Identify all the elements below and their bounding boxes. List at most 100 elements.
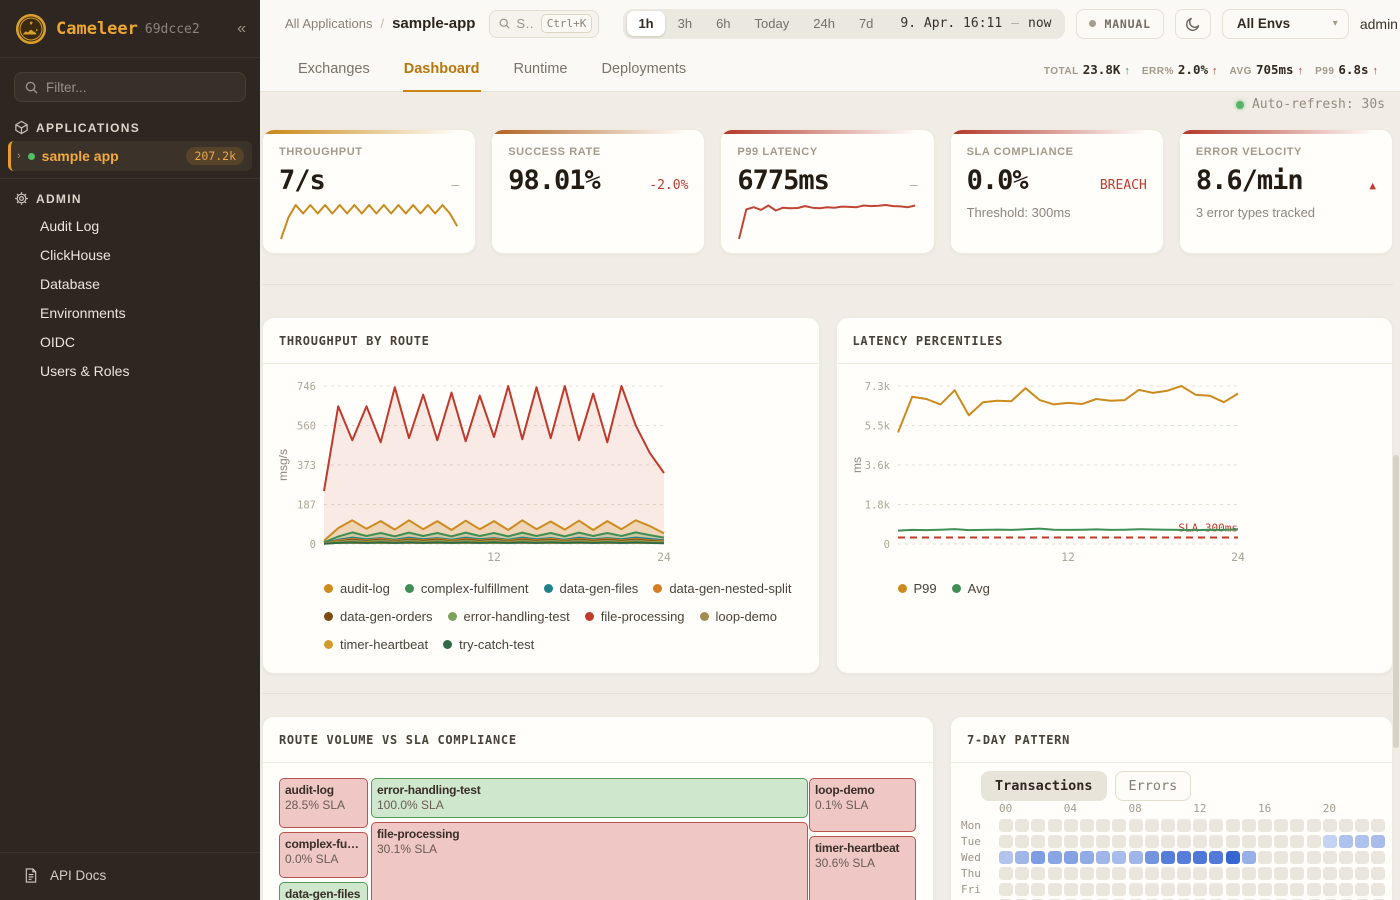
heatmap-cell[interactable] bbox=[1322, 898, 1337, 900]
heatmap-cell[interactable] bbox=[1258, 834, 1272, 848]
heatmap-cell[interactable] bbox=[1112, 898, 1127, 900]
heatmap-cell[interactable] bbox=[1371, 818, 1386, 832]
heatmap-cell[interactable] bbox=[1225, 882, 1240, 896]
heatmap-cell[interactable] bbox=[1096, 818, 1111, 832]
tab-dashboard[interactable]: Dashboard bbox=[402, 47, 481, 92]
heatmap-cell[interactable] bbox=[1031, 866, 1046, 880]
heatmap-cell[interactable] bbox=[1209, 850, 1224, 864]
sidebar-item-oidc[interactable]: OIDC bbox=[40, 334, 75, 350]
dark-mode-toggle[interactable] bbox=[1174, 8, 1211, 39]
heatmap-cell[interactable] bbox=[1128, 882, 1143, 896]
heatmap-cell[interactable] bbox=[1241, 850, 1256, 864]
time-range-today[interactable]: Today bbox=[744, 11, 801, 36]
heatmap-cell[interactable] bbox=[1241, 898, 1256, 900]
heatmap-cell[interactable] bbox=[1193, 866, 1208, 880]
treemap-cell-file-processing[interactable]: file-processing 30.1% SLA bbox=[371, 822, 808, 900]
heatmap-cell[interactable] bbox=[1063, 898, 1078, 900]
heatmap-cell[interactable] bbox=[1193, 818, 1208, 832]
tab-deployments[interactable]: Deployments bbox=[601, 61, 687, 77]
sidebar-filter[interactable] bbox=[14, 72, 246, 102]
time-range-1h[interactable]: 1h bbox=[627, 11, 665, 36]
heatmap-cell[interactable] bbox=[1338, 898, 1353, 900]
heatmap-cell[interactable] bbox=[1241, 818, 1256, 832]
heatmap-cell[interactable] bbox=[1079, 882, 1094, 896]
heatmap-cell[interactable] bbox=[1290, 882, 1305, 896]
heatmap-cell[interactable] bbox=[1047, 866, 1062, 880]
scrollbar-thumb[interactable] bbox=[1393, 455, 1399, 748]
legend-item-p99[interactable]: P99 bbox=[897, 581, 937, 596]
sidebar-item-clickhouse[interactable]: ClickHouse bbox=[40, 247, 111, 263]
heatmap-cell[interactable] bbox=[1096, 850, 1111, 864]
time-range-7d[interactable]: 7d bbox=[848, 11, 884, 36]
heatmap-cell[interactable] bbox=[1258, 866, 1272, 880]
heatmap-cell[interactable] bbox=[1322, 866, 1337, 880]
heatmap-cell[interactable] bbox=[1225, 898, 1240, 900]
heatmap-cell[interactable] bbox=[1160, 834, 1175, 848]
heatmap-cell[interactable] bbox=[1079, 818, 1094, 832]
heatmap-cell[interactable] bbox=[1290, 834, 1305, 848]
heatmap-cell[interactable] bbox=[1144, 898, 1159, 900]
heatmap-cell[interactable] bbox=[1306, 882, 1321, 896]
heatmap-cell[interactable] bbox=[1063, 818, 1078, 832]
heatmap-cell[interactable] bbox=[1306, 898, 1321, 900]
legend-item-loop-demo[interactable]: loop-demo bbox=[699, 609, 777, 624]
heatmap-cell[interactable] bbox=[1144, 882, 1159, 896]
global-search[interactable]: S… Ctrl+K bbox=[489, 9, 600, 38]
heatmap-cell[interactable] bbox=[1338, 834, 1353, 848]
filter-input[interactable] bbox=[46, 79, 235, 95]
heatmap-cell[interactable] bbox=[1144, 850, 1159, 864]
heatmap-cell[interactable] bbox=[1225, 834, 1240, 848]
heatmap-cell[interactable] bbox=[1128, 898, 1143, 900]
heatmap-cell[interactable] bbox=[1209, 834, 1224, 848]
heatmap-cell[interactable] bbox=[1063, 834, 1078, 848]
heatmap-cell[interactable] bbox=[1241, 866, 1256, 880]
heatmap-cell[interactable] bbox=[1031, 850, 1046, 864]
heatmap-cell[interactable] bbox=[1031, 898, 1046, 900]
heatmap-cell[interactable] bbox=[1177, 882, 1192, 896]
heatmap-cell[interactable] bbox=[1096, 834, 1111, 848]
sidebar-item-database[interactable]: Database bbox=[40, 276, 100, 292]
heatmap-cell[interactable] bbox=[1063, 850, 1078, 864]
heatmap-cell[interactable] bbox=[1338, 850, 1353, 864]
tab-runtime[interactable]: Runtime bbox=[513, 61, 568, 77]
heatmap-cell[interactable] bbox=[1128, 834, 1143, 848]
heatmap-cell[interactable] bbox=[1355, 898, 1370, 900]
heatmap-cell[interactable] bbox=[1079, 898, 1094, 900]
breadcrumb-all-applications[interactable]: All Applications bbox=[285, 16, 373, 31]
legend-item-data-gen-nested-split[interactable]: data-gen-nested-split bbox=[653, 581, 791, 596]
heatmap-cell[interactable] bbox=[1355, 834, 1370, 848]
heatmap-cell[interactable] bbox=[1355, 882, 1370, 896]
heatmap-cell[interactable] bbox=[1112, 882, 1127, 896]
heatmap-cell[interactable] bbox=[1031, 834, 1046, 848]
time-range-6h[interactable]: 6h bbox=[705, 11, 741, 36]
heatmap-cell[interactable] bbox=[1015, 818, 1030, 832]
heatmap-cell[interactable] bbox=[1355, 850, 1370, 864]
heatmap-cell[interactable] bbox=[1306, 834, 1321, 848]
heatmap-cell[interactable] bbox=[1371, 898, 1386, 900]
heatmap-cell[interactable] bbox=[1015, 834, 1030, 848]
heatmap-cell[interactable] bbox=[1209, 882, 1224, 896]
heatmap-cell[interactable] bbox=[1015, 866, 1030, 880]
heatmap-cell[interactable] bbox=[1096, 882, 1111, 896]
heatmap-cell[interactable] bbox=[1322, 834, 1337, 848]
heatmap-cell[interactable] bbox=[1112, 834, 1127, 848]
heatmap-cell[interactable] bbox=[1258, 898, 1272, 900]
heatmap-cell[interactable] bbox=[1128, 850, 1143, 864]
sidebar-item-sample-app[interactable]: › sample app 207.2k bbox=[8, 141, 252, 171]
legend-item-complex-fulfillment[interactable]: complex-fulfillment bbox=[404, 581, 529, 596]
heatmap-cell[interactable] bbox=[1015, 882, 1030, 896]
heatmap-cell[interactable] bbox=[1015, 850, 1030, 864]
heatmap-cell[interactable] bbox=[1112, 818, 1127, 832]
heatmap-cell[interactable] bbox=[1338, 882, 1353, 896]
legend-item-try-catch-test[interactable]: try-catch-test bbox=[443, 637, 534, 652]
legend-item-error-handling-test[interactable]: error-handling-test bbox=[447, 609, 570, 624]
manual-refresh-button[interactable]: MANUAL bbox=[1076, 8, 1164, 39]
heatmap-cell[interactable] bbox=[1322, 850, 1337, 864]
heatmap-cell[interactable] bbox=[1241, 882, 1256, 896]
heatmap-cell[interactable] bbox=[1371, 866, 1386, 880]
heatmap-cell[interactable] bbox=[1047, 834, 1062, 848]
heatmap-cell[interactable] bbox=[1160, 866, 1175, 880]
treemap-cell-timer-heartbeat[interactable]: timer-heartbeat 30.6% SLA bbox=[809, 836, 916, 900]
heatmap-cell[interactable] bbox=[1290, 850, 1305, 864]
heatmap-cell[interactable] bbox=[1290, 898, 1305, 900]
